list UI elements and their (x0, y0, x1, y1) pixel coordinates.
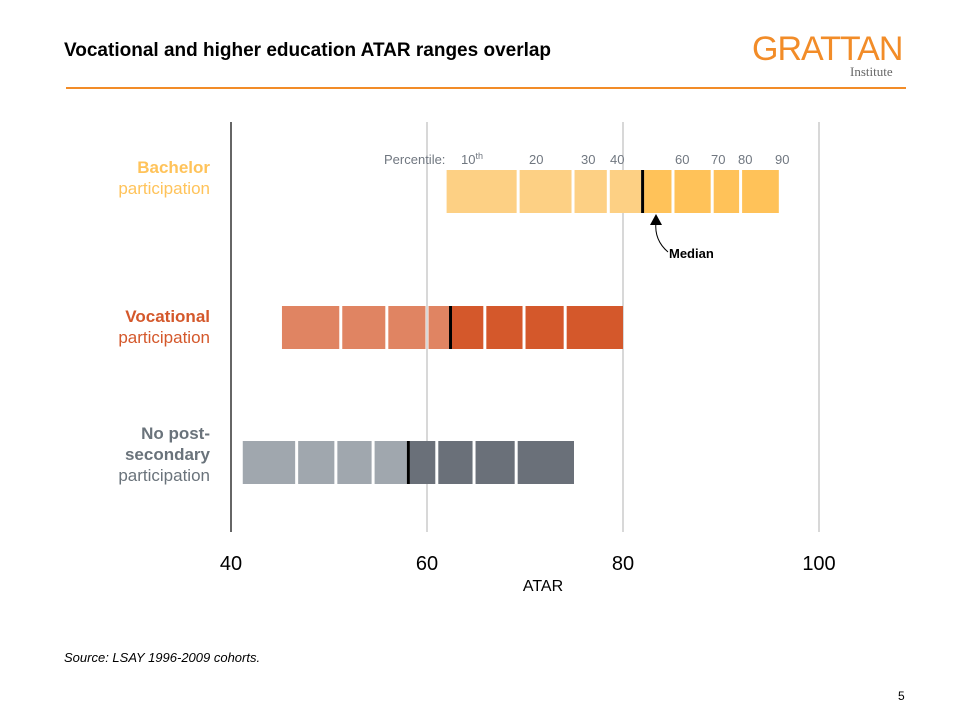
category-label-bachelor: Bachelor participation (118, 157, 210, 199)
median-marker (449, 306, 453, 349)
category-rest: participation (118, 328, 210, 347)
median-marker (406, 441, 410, 484)
category-label-vocational: Vocational participation (118, 306, 210, 348)
percentile-segment (525, 306, 564, 349)
median-arrow-line (655, 221, 669, 253)
x-axis-label: ATAR (523, 578, 563, 595)
percentile-segment (342, 306, 386, 349)
percentile-segment (409, 441, 436, 484)
percentile-label: 40 (610, 152, 624, 167)
percentile-segment (475, 441, 515, 484)
percentile-segment (519, 170, 572, 213)
category-label-no-post-secondary: No post-secondary participation (110, 423, 210, 486)
percentile-segment (452, 306, 484, 349)
x-tick-label: 100 (802, 553, 835, 575)
page-title: Vocational and higher education ATAR ran… (64, 40, 552, 61)
percentile-segment (438, 441, 473, 484)
title-rule (66, 87, 906, 89)
percentile-label: 30 (581, 152, 595, 167)
percentile-label: 20 (529, 152, 543, 167)
percentile-label: 60 (675, 152, 689, 167)
percentile-segment (374, 441, 407, 484)
median-marker (641, 170, 645, 213)
median-label: Median (669, 246, 714, 261)
percentile-segment (486, 306, 523, 349)
percentile-segment (566, 306, 623, 349)
percentile-prefix: Percentile: (384, 152, 445, 167)
percentile-segment (713, 170, 740, 213)
median-arrow-head-icon (650, 214, 662, 225)
percentile-label: 10th (461, 151, 483, 167)
x-tick-label: 80 (612, 553, 634, 575)
percentile-segment (609, 170, 642, 213)
percentile-segment (674, 170, 711, 213)
category-bold: No post-secondary (124, 424, 210, 464)
percentile-segment (337, 441, 372, 484)
category-bold: Bachelor (137, 158, 210, 177)
percentile-segment (574, 170, 607, 213)
category-rest: participation (118, 179, 210, 198)
x-tick-label: 60 (416, 553, 438, 575)
percentile-segment (428, 306, 450, 349)
percentile-segment (281, 306, 340, 349)
x-tick-label: 40 (220, 553, 242, 575)
source-note: Source: LSAY 1996-2009 cohorts. (64, 650, 261, 665)
percentile-label: 80 (738, 152, 752, 167)
grattan-logo: GRATTAN (752, 30, 903, 68)
percentile-segment (644, 170, 672, 213)
percentile-label: 90 (775, 152, 789, 167)
page-number: 5 (898, 689, 905, 703)
percentile-segment (446, 170, 517, 213)
percentile-segment (298, 441, 335, 484)
percentile-segment (388, 306, 426, 349)
percentile-segment (517, 441, 574, 484)
percentile-segment (742, 170, 779, 213)
grattan-logo-sub: Institute (850, 64, 893, 79)
percentile-label: 70 (711, 152, 725, 167)
category-bold: Vocational (125, 307, 210, 326)
percentile-segment (242, 441, 296, 484)
category-rest: participation (118, 466, 210, 485)
